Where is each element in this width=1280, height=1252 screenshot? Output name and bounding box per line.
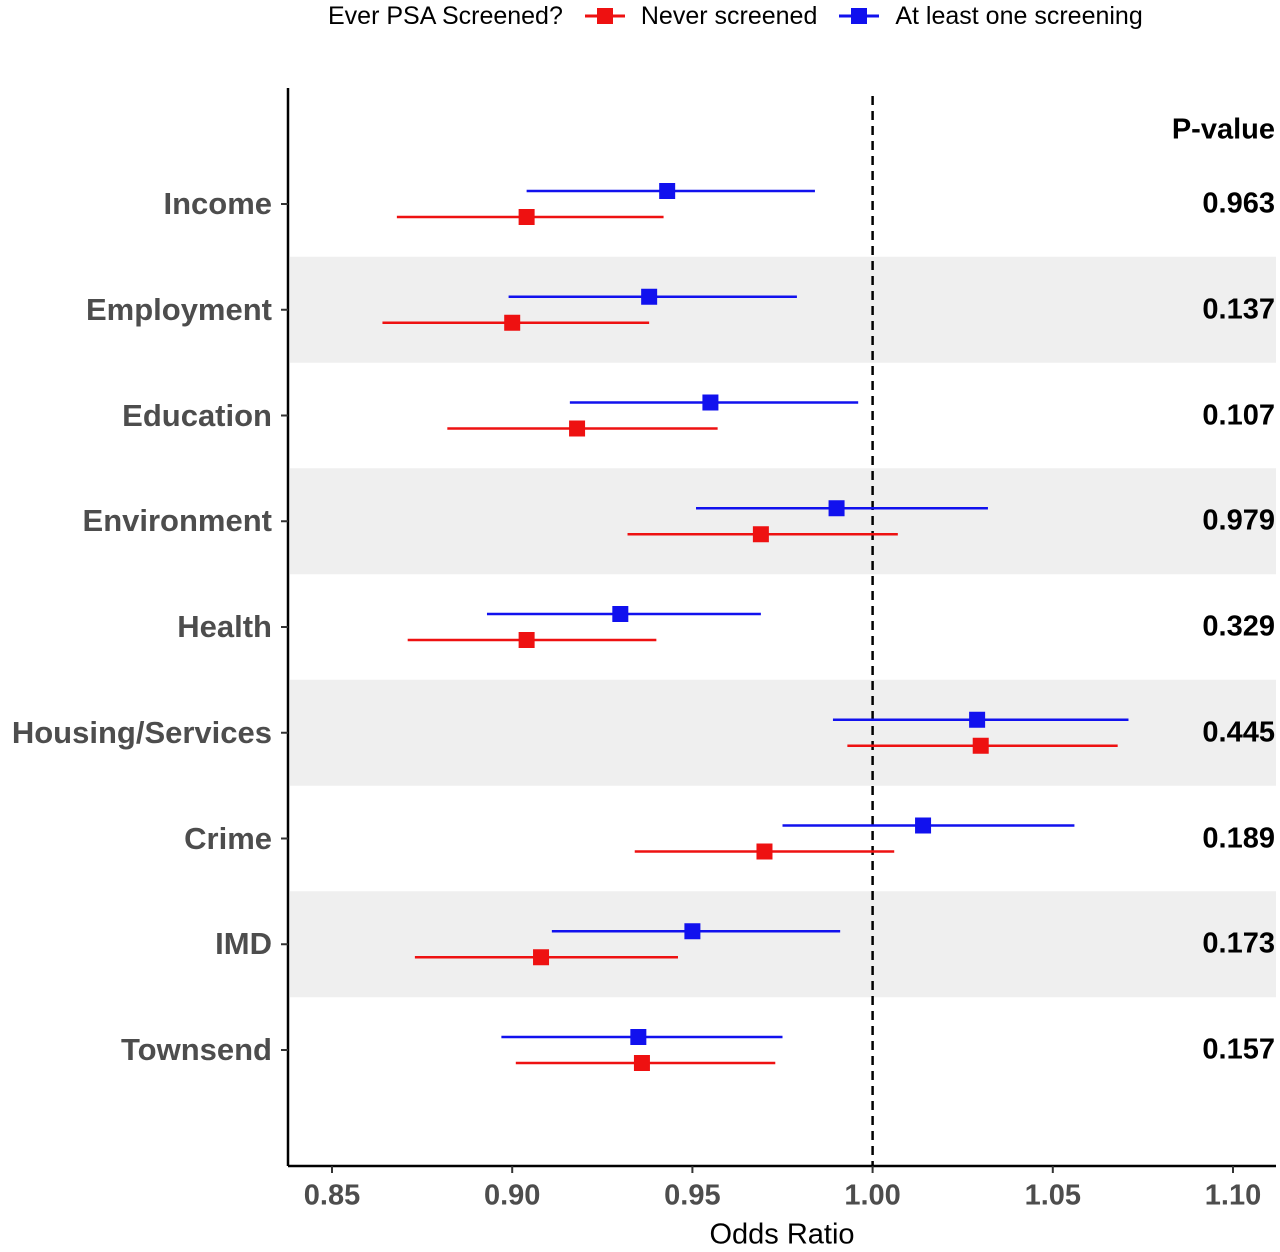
x-tick-label: 0.95 xyxy=(664,1179,721,1212)
or-point-at-least-one-screening xyxy=(969,711,986,728)
legend: Ever PSA Screened? Never screened At lea… xyxy=(328,0,1163,32)
or-point-at-least-one-screening xyxy=(630,1029,647,1045)
or-point-never-screened xyxy=(756,843,773,860)
pvalue-header: P-value xyxy=(1171,113,1275,146)
or-point-never-screened xyxy=(518,632,535,648)
legend-item-at-least-one-screening: At least one screening xyxy=(837,1,1143,31)
row-label: IMD xyxy=(215,926,272,962)
p-value: 0.445 xyxy=(1202,716,1275,749)
p-value: 0.329 xyxy=(1202,610,1275,643)
x-axis-title: Odds Ratio xyxy=(709,1218,855,1251)
legend-key-red xyxy=(584,8,625,24)
p-value: 0.157 xyxy=(1202,1033,1275,1066)
or-point-never-screened xyxy=(533,949,550,966)
row-label: Environment xyxy=(82,503,272,539)
row-label: Crime xyxy=(184,820,272,856)
or-point-never-screened xyxy=(633,1055,650,1071)
p-value: 0.107 xyxy=(1202,399,1275,431)
legend-title: Ever PSA Screened? xyxy=(328,1,563,30)
row-label: Income xyxy=(163,186,272,221)
row-label: Health xyxy=(177,609,272,644)
legend-label-at-least-one-screening: At least one screening xyxy=(895,1,1143,30)
or-point-at-least-one-screening xyxy=(641,288,658,305)
or-point-at-least-one-screening xyxy=(702,394,719,411)
x-tick-label: 1.00 xyxy=(844,1179,901,1212)
legend-key-blue xyxy=(839,8,880,24)
p-value: 0.979 xyxy=(1202,504,1275,537)
or-point-at-least-one-screening xyxy=(612,606,629,622)
row-label: Townsend xyxy=(121,1032,272,1067)
or-point-at-least-one-screening xyxy=(659,183,676,199)
row-band xyxy=(290,679,1276,786)
or-point-never-screened xyxy=(518,209,535,225)
row-label: Employment xyxy=(85,291,272,327)
or-point-at-least-one-screening xyxy=(915,817,932,834)
legend-item-never-screened: Never screened xyxy=(583,2,817,31)
x-tick-label: 1.10 xyxy=(1204,1179,1262,1212)
or-point-never-screened xyxy=(752,526,769,543)
row-label: Housing/Services xyxy=(11,714,272,750)
p-value: 0.137 xyxy=(1202,293,1275,326)
x-tick-label: 0.85 xyxy=(303,1179,361,1212)
p-value: 0.173 xyxy=(1202,927,1275,960)
legend-label-never-screened: Never screened xyxy=(640,1,818,30)
p-value: 0.963 xyxy=(1202,187,1275,220)
or-point-never-screened xyxy=(972,737,989,754)
x-tick-label: 1.05 xyxy=(1024,1179,1082,1212)
or-point-never-screened xyxy=(504,314,521,331)
p-value: 0.189 xyxy=(1202,822,1275,854)
or-point-never-screened xyxy=(569,420,586,437)
or-point-at-least-one-screening xyxy=(684,923,701,940)
row-label: Education xyxy=(122,397,272,433)
row-band xyxy=(290,891,1276,998)
or-point-at-least-one-screening xyxy=(828,500,845,517)
row-band xyxy=(290,468,1276,575)
x-tick-label: 0.90 xyxy=(483,1179,541,1212)
row-band xyxy=(290,256,1276,363)
